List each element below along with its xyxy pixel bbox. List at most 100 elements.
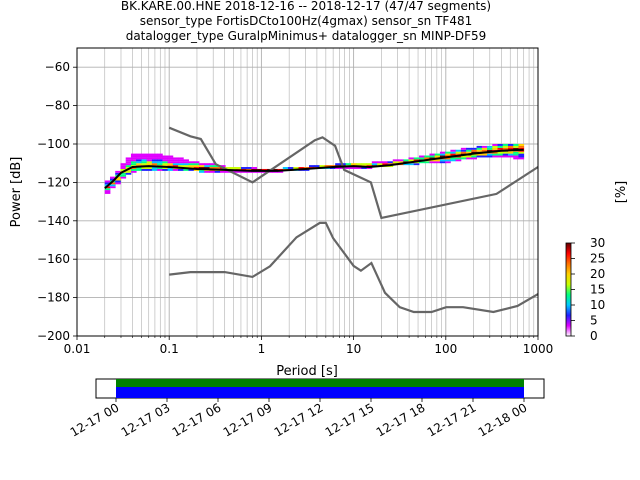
density-cell xyxy=(162,163,168,166)
density-cell xyxy=(225,170,231,173)
density-cell xyxy=(120,172,127,175)
density-cell xyxy=(377,163,383,166)
density-cell xyxy=(476,149,483,152)
density-cell xyxy=(120,176,127,179)
density-cell xyxy=(183,159,189,162)
density-cell xyxy=(146,155,153,158)
title-line-2: sensor_type FortisDCto100Hz(4gmax) senso… xyxy=(140,14,472,28)
density-cell xyxy=(199,167,205,169)
density-cell xyxy=(298,167,305,169)
density-cell xyxy=(282,167,289,169)
density-cell xyxy=(508,145,514,148)
density-cell xyxy=(434,161,441,164)
y-tick-label: −100 xyxy=(37,137,70,151)
density-cell xyxy=(172,159,179,162)
density-cell xyxy=(235,167,242,169)
density-cell xyxy=(109,186,116,189)
density-cell xyxy=(492,144,498,146)
density-cell xyxy=(466,149,472,152)
psd-plot: 0.01 0.1 1 10 100 1000 −200 −180 −160 −140 −120 −1… xyxy=(9,47,553,379)
density-cell xyxy=(424,157,430,160)
density-cell xyxy=(476,147,483,150)
density-cell xyxy=(350,163,357,166)
density-cell xyxy=(188,161,195,164)
density-cell xyxy=(518,157,525,160)
timeline-tick-label: 12-17 06 xyxy=(170,400,224,439)
density-cell xyxy=(450,151,457,154)
y-tick-label: −180 xyxy=(37,291,70,305)
density-cell xyxy=(408,159,415,162)
y-tick-label: −120 xyxy=(37,175,70,189)
density-cell xyxy=(204,170,210,173)
density-cell xyxy=(151,163,158,166)
density-cell xyxy=(235,170,242,173)
density-cell xyxy=(199,170,205,173)
density-cell xyxy=(188,168,195,171)
colorbar-tick-label: 25 xyxy=(590,252,605,266)
density-cell xyxy=(188,165,195,168)
density-cell xyxy=(230,167,237,169)
density-cell xyxy=(481,149,488,152)
density-cell xyxy=(125,161,132,164)
density-cell xyxy=(429,161,436,164)
density-cell xyxy=(418,155,425,158)
x-tick-label: 10 xyxy=(346,342,361,356)
density-cell xyxy=(136,159,142,162)
density-cell xyxy=(497,153,504,156)
density-cell xyxy=(450,159,457,162)
density-cell xyxy=(115,178,121,181)
density-cell xyxy=(104,182,111,185)
density-cell xyxy=(120,163,127,166)
density-cell xyxy=(366,167,373,169)
density-cell xyxy=(356,163,362,166)
density-cell xyxy=(455,157,462,160)
density-cell xyxy=(513,153,519,156)
density-cell xyxy=(162,155,168,158)
timeline-tick-label: 12-17 15 xyxy=(323,400,377,439)
density-cell xyxy=(120,174,127,177)
density-cell xyxy=(246,170,252,173)
density-cell xyxy=(136,157,142,160)
density-cell xyxy=(240,170,247,173)
density-cell xyxy=(225,167,231,169)
density-cell xyxy=(497,144,504,146)
density-cell xyxy=(125,170,132,173)
density-cell xyxy=(455,151,462,154)
colorbar-tick-label: 15 xyxy=(590,283,605,297)
density-cell xyxy=(434,153,441,156)
density-cell xyxy=(455,159,462,162)
density-cell xyxy=(497,151,504,154)
density-cell xyxy=(151,153,158,156)
density-cell xyxy=(492,151,498,154)
density-cell xyxy=(141,157,148,160)
density-cell xyxy=(466,157,472,160)
density-cell xyxy=(209,165,216,168)
density-cell xyxy=(146,168,153,171)
colorbar-tick-label: 0 xyxy=(590,329,598,343)
density-cell xyxy=(445,153,451,156)
timeline-gap-bar xyxy=(116,379,524,387)
density-cell xyxy=(413,159,420,162)
density-cell xyxy=(460,147,467,150)
density-cell xyxy=(104,192,111,194)
density-cell xyxy=(162,157,168,160)
density-cell xyxy=(120,168,127,171)
density-cell xyxy=(356,167,362,169)
mode-line xyxy=(104,148,524,189)
density-cell xyxy=(104,188,111,191)
density-cell xyxy=(471,147,477,150)
density-cell xyxy=(439,153,446,156)
density-cell xyxy=(167,163,174,166)
density-cell xyxy=(125,165,132,168)
y-axis-ticks: −200 −180 −160 −140 −120 −100 −80 −60 xyxy=(37,60,77,343)
density-cell xyxy=(460,157,467,160)
density-cell xyxy=(146,159,153,162)
density-cell xyxy=(178,157,184,160)
density-cell xyxy=(214,167,221,169)
density-cell xyxy=(193,163,200,166)
density-cell xyxy=(178,165,184,168)
density-cell xyxy=(136,155,142,158)
density-cell xyxy=(104,180,111,183)
density-cell xyxy=(246,167,252,169)
